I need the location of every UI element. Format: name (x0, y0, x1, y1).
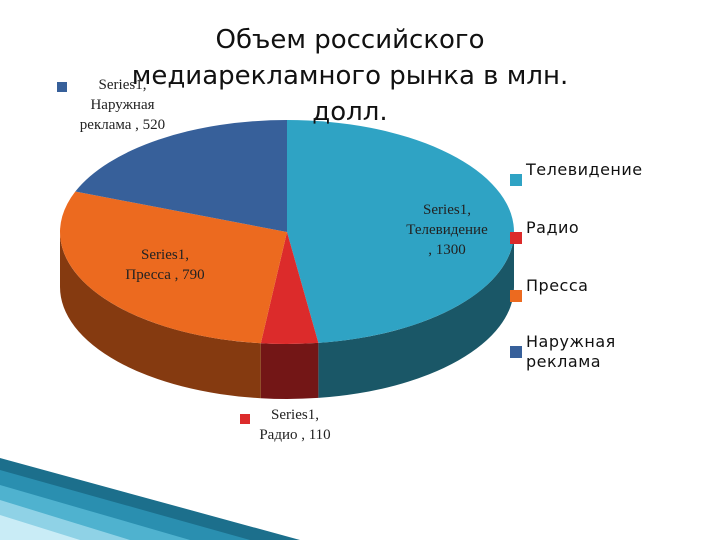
corner-stripe-5 (0, 515, 80, 540)
data-label-press-line1: Series1, (141, 247, 189, 263)
corner-decoration (0, 458, 300, 540)
slice-radio (260, 232, 319, 345)
data-label-press: Series1, Пресса , 790 (105, 245, 225, 285)
slice-side-press (60, 232, 261, 399)
legend-swatch-radio (510, 232, 522, 244)
pie-3d-sides (60, 232, 514, 400)
data-label-radio-line2: Радио , 110 (259, 427, 331, 443)
legend-item-outdoor: Наружная реклама (510, 332, 636, 372)
legend-item-press: Пресса (510, 276, 636, 302)
data-label-television-line1: Series1, (423, 202, 471, 218)
legend-swatch-outdoor (510, 346, 522, 358)
legend-swatch-press (510, 290, 522, 302)
slice-press (59, 191, 288, 344)
data-label-television-line3: , 1300 (428, 242, 466, 258)
legend-label-outdoor: Наружная реклама (526, 332, 616, 371)
data-label-radio-line1: Series1, (271, 407, 319, 423)
slice-side-radio (260, 342, 319, 400)
slice-side-television (318, 232, 514, 398)
data-label-outdoor: Series1, Наружная реклама , 520 (60, 75, 185, 135)
legend-swatch-television (510, 174, 522, 186)
data-label-outdoor-line2: Наружная (90, 97, 155, 113)
data-label-press-line2: Пресса , 790 (125, 267, 205, 283)
legend-label-television: Телевидение (526, 160, 643, 179)
slice-television (287, 120, 515, 343)
data-label-television: Series1, Телевидение , 1300 (392, 200, 502, 260)
data-label-radio-swatch (240, 414, 250, 424)
data-label-outdoor-line1: Series1, (98, 77, 147, 93)
legend-item-radio: Радио (510, 218, 636, 244)
legend-label-press: Пресса (526, 276, 589, 295)
legend-label-radio: Радио (526, 218, 580, 237)
chart-title: Объем российского медиарекламного рынка … (131, 25, 569, 127)
data-label-television-line2: Телевидение (406, 222, 488, 238)
data-label-radio: Series1, Радио , 110 (240, 405, 350, 445)
slice-outdoor (75, 120, 288, 232)
data-label-outdoor-swatch (57, 82, 67, 92)
data-label-outdoor-line3: реклама , 520 (79, 117, 166, 133)
pie-slices (59, 120, 515, 345)
legend-item-television: Телевидение (510, 160, 643, 186)
